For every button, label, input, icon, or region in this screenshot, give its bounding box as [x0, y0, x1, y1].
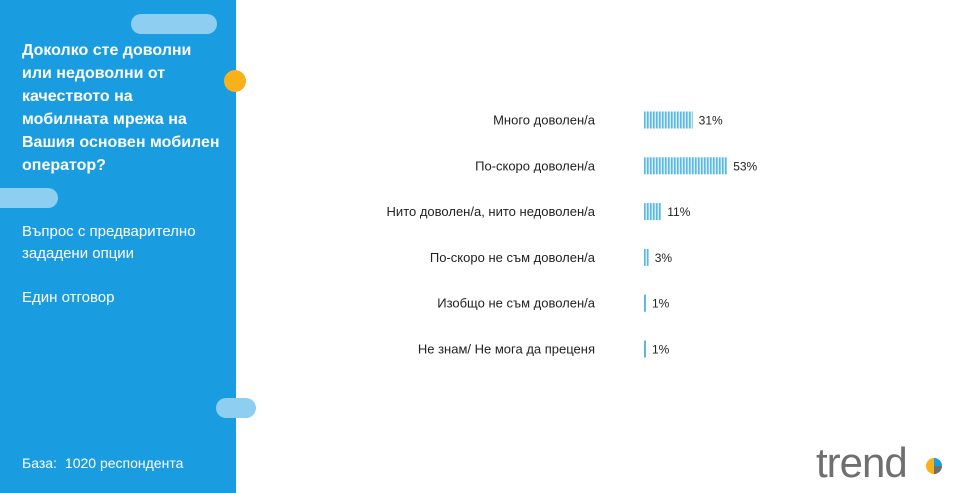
question-text: Доколко сте доволни или недоволни от кач… [22, 42, 220, 174]
value-label: 3% [655, 251, 673, 265]
bar [644, 340, 646, 358]
bar [644, 294, 646, 312]
logo-pie-icon [926, 458, 942, 474]
category-label: По-скоро не съм доволен/а [430, 250, 596, 265]
bar [644, 157, 728, 175]
bar [644, 248, 649, 266]
value-label: 11% [667, 205, 690, 219]
value-label: 53% [733, 159, 757, 173]
bar [644, 111, 693, 129]
category-label: Изобщо не съм доволен/а [437, 296, 596, 311]
decorative-pill [0, 188, 58, 208]
base-value: 1020 респондента [64, 455, 184, 471]
category-label: Нито доволен/а, нито недоволен/а [387, 204, 596, 219]
category-label: Много доволен/а [493, 113, 596, 128]
answer-type: Един отговор [22, 289, 115, 306]
sidebar: Доколко сте доволни или недоволни от кач… [0, 0, 256, 493]
base-label: База: [22, 455, 57, 471]
question-type: Въпрос с предварително зададени опции [22, 223, 196, 262]
decorative-pill [216, 398, 256, 418]
accent-dot [224, 70, 246, 92]
category-label: По-скоро доволен/а [475, 158, 596, 173]
bar [644, 203, 662, 221]
svg-text:trend: trend [816, 439, 907, 486]
base-info: База: 1020 респондента [22, 455, 183, 471]
value-label: 31% [699, 114, 723, 128]
category-label: Не знам/ Не мога да преценя [418, 342, 595, 357]
bar-chart: Много доволен/а 31% По-скоро доволен/а 53% Н… [387, 111, 758, 358]
trend-logo: trend [816, 439, 942, 486]
value-label: 1% [652, 343, 670, 357]
decorative-pill [131, 14, 217, 34]
value-label: 1% [652, 297, 670, 311]
